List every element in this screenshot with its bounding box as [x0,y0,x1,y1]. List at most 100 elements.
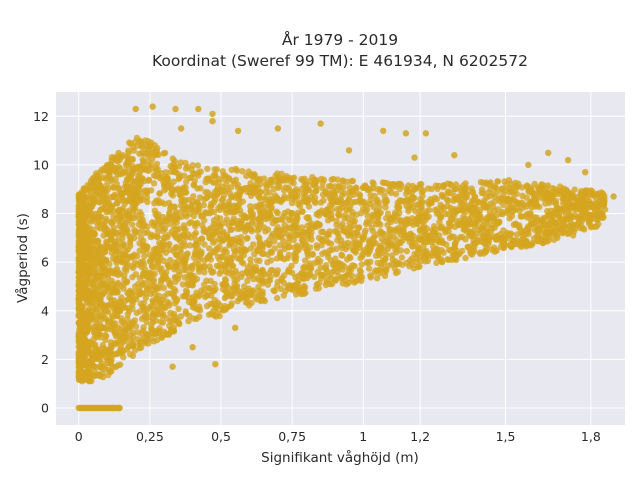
data-point [392,242,400,250]
data-point [169,363,176,370]
data-point [397,227,404,235]
data-point [401,219,409,227]
data-point [92,296,100,304]
data-point [305,203,313,210]
data-point [89,352,97,360]
data-point [279,216,286,223]
data-point [451,152,458,159]
data-point [221,294,228,302]
data-point [294,224,301,231]
data-point [249,271,256,278]
data-point [119,231,126,238]
data-point [160,178,167,185]
data-point [272,232,279,239]
data-point [331,190,338,198]
data-point [364,206,371,213]
data-point [310,273,318,280]
data-point [111,328,118,336]
data-point [111,297,118,304]
data-point [243,269,251,277]
data-point [137,178,145,186]
data-point [167,282,174,290]
data-point [89,280,96,287]
data-point [450,192,458,200]
data-point [194,306,202,313]
data-point [147,290,154,297]
data-point [348,272,355,279]
data-point [477,206,484,213]
data-point [151,219,158,227]
data-point [201,269,208,276]
data-point [124,228,131,235]
data-point [249,218,256,225]
data-point [212,361,219,368]
data-point [121,304,129,311]
data-point [142,147,150,154]
data-point [188,206,196,213]
data-point [182,211,189,218]
data-point [344,243,351,250]
data-point [77,345,84,352]
data-point [363,259,371,266]
data-point [553,232,561,239]
data-point [582,169,589,176]
data-point [142,290,150,297]
data-point [456,250,463,257]
data-point [276,182,283,190]
data-point [264,226,272,233]
data-point [388,184,395,191]
data-point [368,217,375,224]
data-point [329,196,336,204]
data-point [175,305,182,313]
data-point [285,243,293,251]
data-point [305,214,312,221]
data-point [93,308,100,316]
data-point [130,342,137,349]
data-point [84,367,92,374]
data-point [357,210,365,217]
data-point [129,352,137,359]
data-point [490,203,497,210]
data-point [223,289,231,296]
data-point [452,217,460,225]
data-point [282,225,289,233]
data-point [265,270,273,277]
data-point [529,189,536,196]
data-point [260,250,267,257]
data-point [175,163,183,170]
data-point [339,266,346,273]
data-point [357,268,364,275]
data-point [437,214,444,222]
data-point [545,214,552,221]
data-point [136,137,143,144]
data-point [374,267,381,274]
data-point [395,205,402,212]
data-point [139,196,146,203]
data-point [95,199,103,206]
data-point [160,284,167,292]
data-point [137,344,145,351]
data-point [276,242,284,249]
data-point [543,184,550,191]
data-point [356,244,363,251]
data-point [208,200,215,208]
data-point [388,261,396,268]
data-point [281,272,288,279]
data-point [382,256,389,263]
data-point [173,297,180,304]
data-point [127,254,134,261]
data-point [257,219,265,226]
data-point [171,203,178,211]
data-point [154,144,161,152]
data-point [501,178,508,185]
data-point [99,277,106,285]
data-point [107,204,115,211]
data-point [76,273,83,280]
data-point [610,193,617,200]
data-point [290,174,298,181]
data-point [418,180,425,188]
data-point [370,180,377,188]
data-point [97,300,105,308]
data-point [133,309,140,317]
data-point [228,255,236,262]
